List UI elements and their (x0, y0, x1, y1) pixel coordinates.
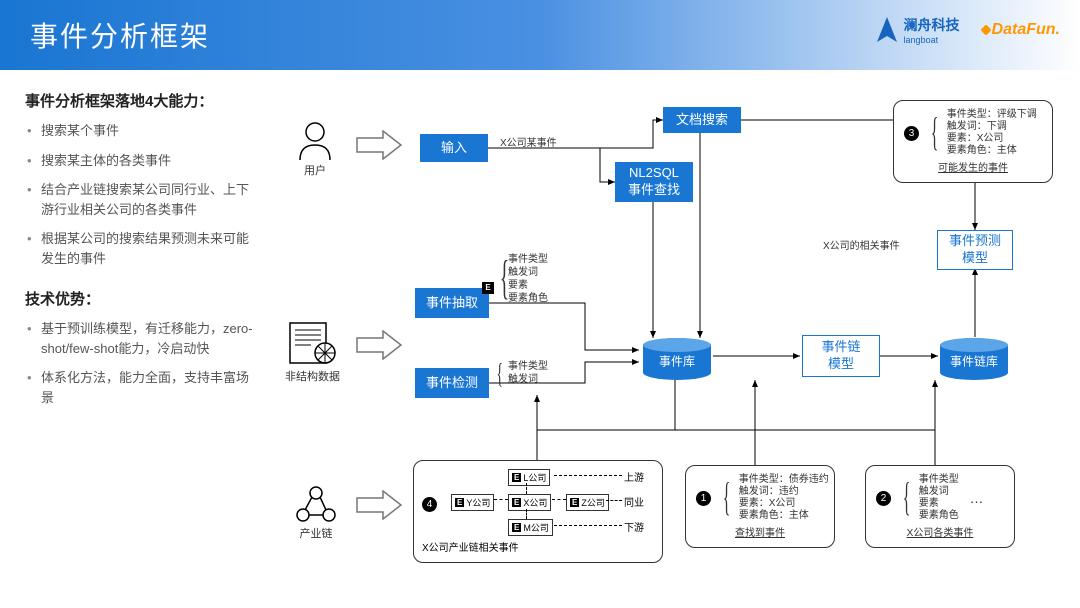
arrow-icon (355, 490, 403, 525)
node-doc-search: 文档搜索 (663, 107, 741, 133)
data-icon: 非结构数据 (285, 320, 340, 384)
callout-3: 3 { 事件类型：评级下调触发词：下调要素：X公司要素角色：主体 可能发生的事件 (893, 100, 1053, 183)
node-predict: 事件预测 模型 (937, 230, 1013, 270)
brace: { (496, 359, 503, 391)
arrow-icon (355, 330, 403, 365)
label-predict: X公司的相关事件 (823, 240, 900, 253)
capabilities-heading: 事件分析框架落地4大能力： (25, 90, 255, 111)
extract-notes: 事件类型触发词要素要素角色 (508, 253, 548, 305)
advantages-heading: 技术优势： (25, 288, 255, 309)
page-title: 事件分析框架 (30, 15, 210, 55)
e-badge: E (482, 282, 494, 294)
detect-notes: 事件类型触发词 (508, 360, 548, 386)
node-input: 输入 (420, 134, 488, 162)
flowchart: 用户 非结构数据 产业链 输入 文档搜索 NL2SQL 事件查找 事件抽取 事件… (255, 90, 1055, 590)
db-event: 事件库 (643, 338, 711, 380)
user-icon: 用户 (295, 120, 335, 178)
node-nl2sql: NL2SQL 事件查找 (615, 162, 693, 202)
db-chain: 事件链库 (940, 338, 1008, 380)
langboat-logo: 澜舟科技 langboat (875, 15, 960, 45)
node-detect: 事件检测 (415, 368, 489, 398)
arrow-icon (355, 130, 403, 165)
datafun-logo: DataFun. (980, 21, 1060, 39)
node-extract: 事件抽取 (415, 288, 489, 318)
callout-2: 2 { 事件类型触发词要素要素角色 … X公司各类事件 (865, 465, 1015, 548)
label-input: X公司某事件 (500, 137, 557, 150)
logos: 澜舟科技 langboat DataFun. (875, 15, 1060, 45)
header: 事件分析框架 澜舟科技 langboat DataFun. (0, 0, 1080, 70)
capabilities-list: 搜索某个事件 搜索某主体的各类事件 结合产业链搜索某公司同行业、上下游行业相关公… (25, 121, 255, 268)
sidebar: 事件分析框架落地4大能力： 搜索某个事件 搜索某主体的各类事件 结合产业链搜索某… (25, 90, 255, 590)
chain-icon: 产业链 (295, 485, 337, 541)
callout-1: 1 { 事件类型：债券违约触发词：违约要素：X公司要素角色：主体 查找到事件 (685, 465, 835, 548)
advantages-list: 基于预训练模型，有迁移能力，zero-shot/few-shot能力，冷启动快 … (25, 319, 255, 407)
node-chain-model: 事件链 模型 (802, 335, 880, 377)
callout-4: 4 EL公司 EY公司 EX公司 EZ公司 EM公司 上游 同业 下游 (413, 460, 663, 563)
